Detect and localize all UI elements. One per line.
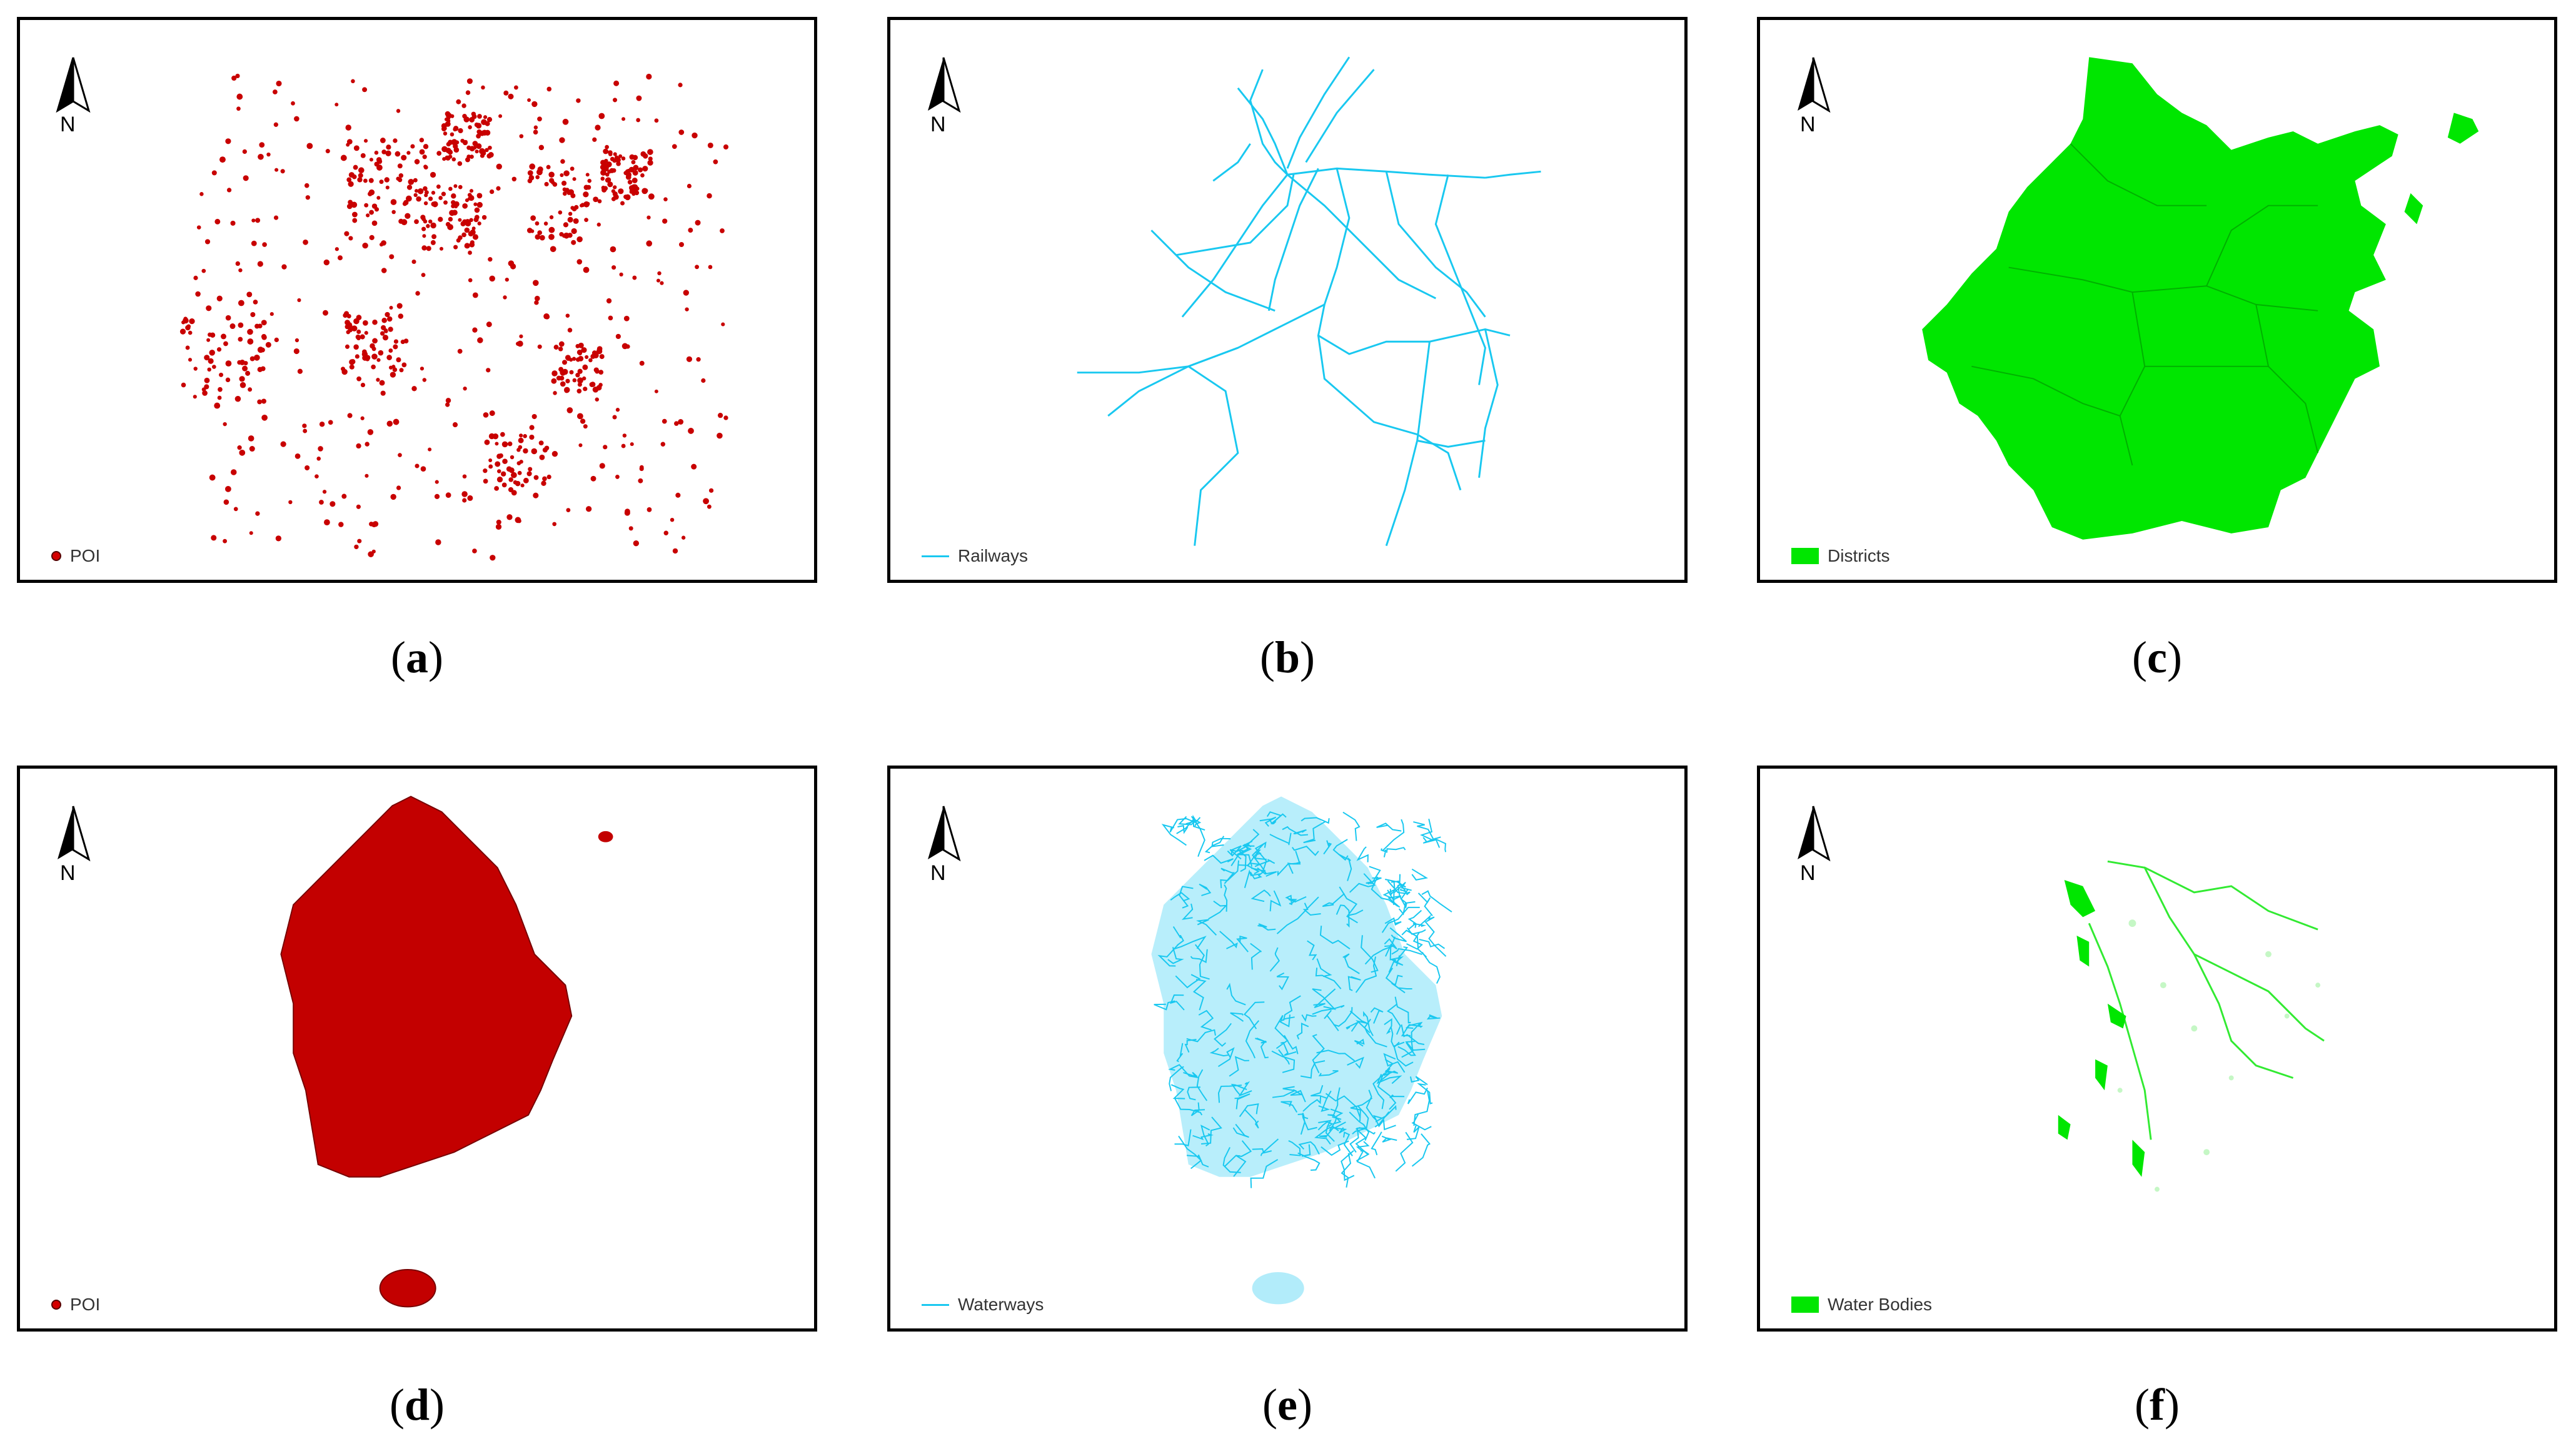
legend: POI [51, 546, 100, 566]
north-arrow-icon [928, 57, 961, 113]
legend-fill-symbol [1791, 1297, 1819, 1313]
legend-point-symbol [51, 551, 61, 561]
poi-points-map [179, 73, 729, 561]
poi-points-map [280, 796, 613, 1308]
legend-label: Districts [1828, 546, 1890, 565]
north-arrow-icon [56, 57, 91, 113]
map-panel-b: N Railways [887, 17, 1688, 583]
north-label: N [60, 113, 76, 136]
legend: Waterways [922, 1295, 1044, 1315]
legend-line-symbol [922, 555, 949, 557]
north-label: N [930, 861, 946, 885]
north-arrow-icon [928, 806, 961, 862]
map-panel-c: N Districts [1757, 17, 2557, 583]
legend-label: POI [70, 546, 101, 565]
legend-label: Railways [958, 546, 1029, 565]
legend: Districts [1791, 546, 1890, 566]
legend: POI [51, 1295, 100, 1315]
map-panel-d: N POI [17, 766, 817, 1332]
caption-f: (f) [2135, 1380, 2180, 1430]
railways-map [1077, 56, 1541, 547]
legend: Water Bodies [1791, 1295, 1932, 1315]
legend-label: Waterways [958, 1295, 1044, 1314]
caption-b: (b) [1259, 632, 1315, 682]
legend-point-symbol [51, 1300, 61, 1310]
north-arrow-icon [1798, 806, 1831, 862]
caption-a: (a) [391, 632, 443, 682]
waterways-map [1151, 796, 1452, 1305]
legend: Railways [922, 546, 1028, 566]
north-arrow-icon [1798, 57, 1831, 113]
water-bodies-map [2058, 860, 2325, 1192]
caption-e: (e) [1262, 1380, 1312, 1430]
north-label: N [60, 861, 76, 885]
legend-label: POI [70, 1295, 101, 1314]
north-label: N [930, 113, 946, 136]
legend-line-symbol [922, 1303, 949, 1306]
north-arrow-icon [58, 806, 91, 862]
districts-map [1922, 57, 2479, 540]
map-panel-a: N POI [17, 17, 817, 583]
caption-d: (d) [389, 1380, 445, 1430]
caption-c: (c) [2132, 632, 2182, 682]
map-panel-f: N Water Bodies [1757, 766, 2557, 1332]
legend-fill-symbol [1791, 548, 1819, 564]
legend-label: Water Bodies [1828, 1295, 1933, 1314]
north-label: N [1800, 861, 1816, 885]
north-label: N [1800, 113, 1816, 136]
map-panel-e: N Waterways [887, 766, 1688, 1332]
